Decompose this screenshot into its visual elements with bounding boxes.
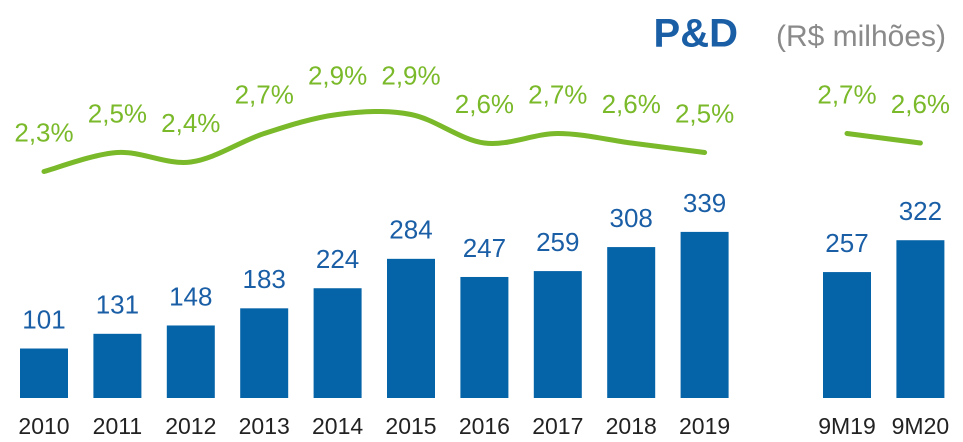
bar-value-label: 183 xyxy=(243,264,286,294)
percent-label: 2,9% xyxy=(381,60,440,90)
percent-label: 2,9% xyxy=(308,60,367,90)
x-tick-label: 2014 xyxy=(312,413,363,439)
bar-value-label: 339 xyxy=(683,188,726,218)
percent-label: 2,6% xyxy=(891,89,950,119)
bar-value-label: 247 xyxy=(463,233,506,263)
percent-line xyxy=(844,131,923,146)
bar xyxy=(823,272,871,398)
bar-value-label: 284 xyxy=(389,215,432,245)
bar xyxy=(166,325,215,398)
bar xyxy=(20,348,68,398)
percent-label: 2,3% xyxy=(14,117,73,147)
bar xyxy=(93,333,142,398)
x-tick-label: 9M20 xyxy=(892,413,950,439)
bar-value-label: 322 xyxy=(899,196,942,226)
bar xyxy=(680,231,729,398)
bar-value-label: 257 xyxy=(825,228,868,258)
bar xyxy=(460,276,509,398)
x-tick-label: 2016 xyxy=(459,413,510,439)
bar-value-label: 224 xyxy=(316,244,359,274)
x-tick-label: 2010 xyxy=(18,413,69,439)
bar xyxy=(607,247,656,398)
percent-label: 2,7% xyxy=(817,79,876,109)
bar-value-label: 101 xyxy=(22,304,65,334)
percent-label: 2,6% xyxy=(455,89,514,119)
bar xyxy=(240,308,289,398)
chart-title: P&D xyxy=(654,12,738,56)
x-tick-label: 9M19 xyxy=(818,413,876,439)
bar xyxy=(387,258,435,398)
percent-label: 2,7% xyxy=(235,79,294,109)
percent-label: 2,7% xyxy=(528,79,587,109)
x-tick-label: 2018 xyxy=(606,413,657,439)
x-tick-label: 2013 xyxy=(239,413,290,439)
bar xyxy=(896,240,945,398)
x-tick-label: 2011 xyxy=(93,413,142,439)
percent-label: 2,6% xyxy=(602,89,661,119)
x-tick-label: 2019 xyxy=(679,413,730,439)
bar-value-label: 308 xyxy=(610,203,653,233)
chart-subtitle: (R$ milhões) xyxy=(776,20,946,53)
percent-label: 2,5% xyxy=(675,98,734,128)
x-tick-label: 2012 xyxy=(165,413,216,439)
bar xyxy=(533,271,582,398)
x-tick-label: 2015 xyxy=(385,413,436,439)
bar-value-label: 148 xyxy=(169,281,212,311)
x-tick-label: 2017 xyxy=(532,413,583,439)
percent-label: 2,5% xyxy=(88,98,147,128)
bar-value-label: 259 xyxy=(536,227,579,257)
percent-line xyxy=(41,109,708,174)
bar-value-label: 131 xyxy=(96,290,139,320)
bar xyxy=(313,288,362,398)
percent-label: 2,4% xyxy=(161,108,220,138)
